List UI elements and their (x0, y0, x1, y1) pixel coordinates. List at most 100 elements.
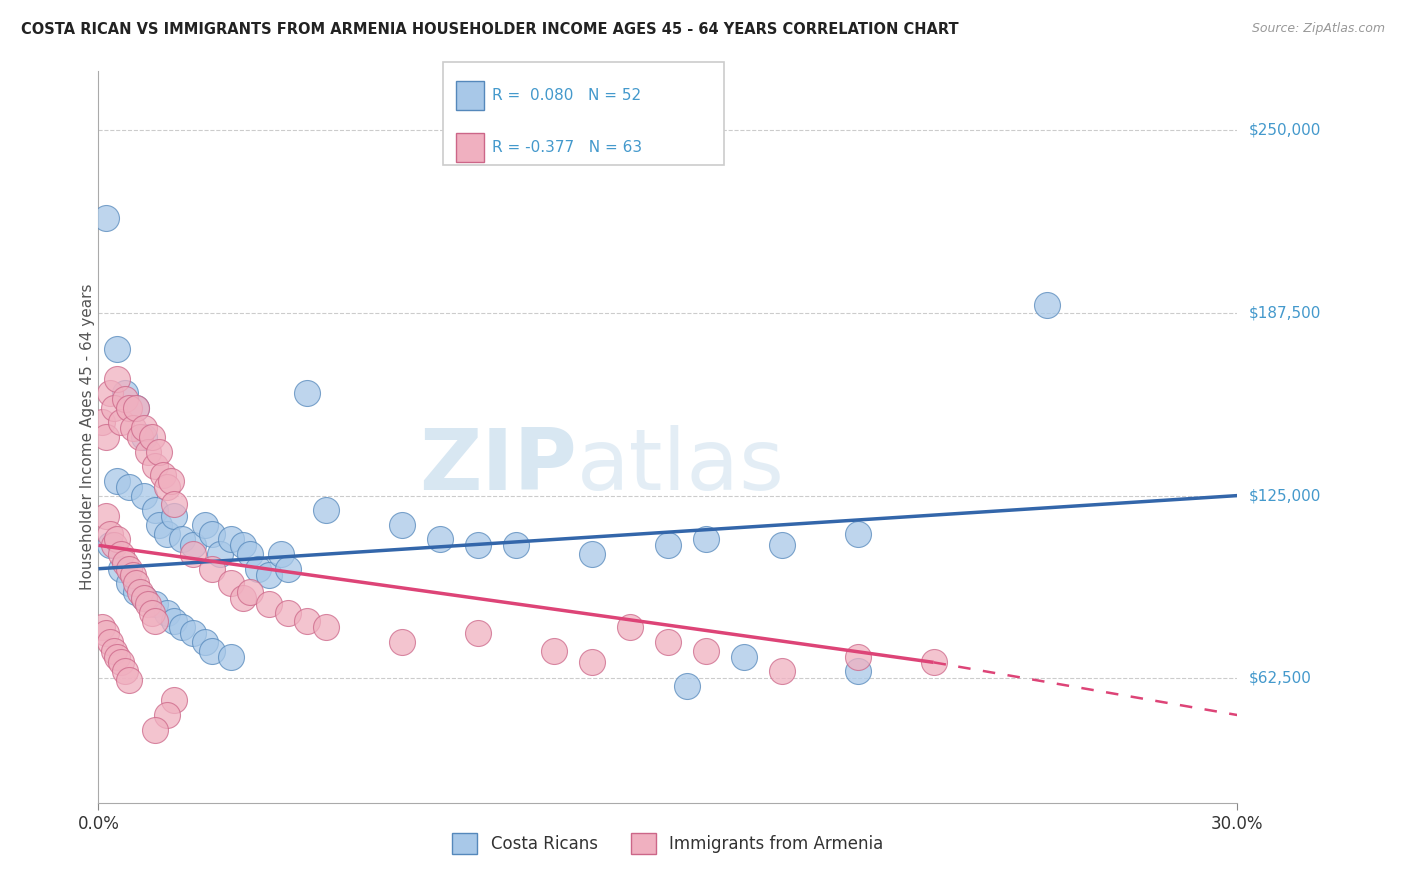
Point (94, 509, 117, 524)
Point (121, 421, 143, 435)
Point (132, 591, 155, 605)
Point (1036, 298, 1059, 312)
Text: R =  0.080   N = 52: R = 0.080 N = 52 (492, 88, 641, 103)
Point (846, 649, 869, 664)
Point (315, 503, 337, 517)
Point (98, 526, 121, 541)
Point (118, 673, 141, 687)
Text: $125,000: $125,000 (1249, 488, 1322, 503)
Point (121, 567, 143, 582)
Point (129, 585, 152, 599)
Point (194, 635, 217, 649)
Point (581, 656, 603, 670)
Point (103, 538, 125, 552)
Point (94, 430, 117, 444)
Point (129, 430, 152, 444)
Point (221, 533, 243, 547)
Point (163, 693, 186, 707)
Point (156, 708, 179, 723)
Point (581, 547, 603, 561)
Point (467, 538, 489, 552)
Point (98, 635, 121, 649)
Point (118, 562, 141, 576)
Point (246, 562, 269, 576)
Point (543, 643, 565, 657)
Point (846, 526, 869, 541)
Point (221, 649, 243, 664)
Point (194, 517, 217, 532)
Point (141, 606, 163, 620)
Point (183, 547, 205, 561)
Point (467, 626, 489, 640)
Point (118, 480, 141, 494)
Point (297, 386, 319, 401)
Point (125, 401, 148, 415)
Point (170, 620, 193, 634)
Point (145, 597, 167, 611)
Point (107, 474, 129, 488)
Text: COSTA RICAN VS IMMIGRANTS FROM ARMENIA HOUSEHOLDER INCOME AGES 45 - 64 YEARS COR: COSTA RICAN VS IMMIGRANTS FROM ARMENIA H… (21, 22, 959, 37)
Point (145, 459, 167, 474)
Point (103, 643, 125, 657)
Point (695, 533, 717, 547)
Point (201, 643, 224, 657)
Point (163, 497, 186, 511)
Point (98, 538, 121, 552)
Point (429, 533, 451, 547)
Point (259, 597, 281, 611)
Text: $250,000: $250,000 (1249, 122, 1322, 137)
Point (770, 538, 793, 552)
Point (156, 606, 179, 620)
Point (114, 386, 136, 401)
Point (846, 664, 869, 678)
Point (156, 480, 179, 494)
Point (232, 591, 254, 605)
Point (114, 556, 136, 570)
Point (107, 649, 129, 664)
Text: Source: ZipAtlas.com: Source: ZipAtlas.com (1251, 22, 1385, 36)
Point (91, 416, 114, 430)
Point (619, 620, 641, 634)
Legend: Costa Ricans, Immigrants from Armenia: Costa Ricans, Immigrants from Armenia (446, 827, 890, 860)
Text: $187,500: $187,500 (1249, 305, 1322, 320)
Point (277, 562, 299, 576)
Point (239, 547, 262, 561)
Point (114, 392, 136, 406)
Point (391, 517, 413, 532)
Point (141, 430, 163, 444)
Point (695, 643, 717, 657)
Point (136, 597, 159, 611)
Point (277, 606, 299, 620)
Point (145, 503, 167, 517)
Point (163, 509, 186, 524)
Point (94, 211, 117, 225)
Point (148, 517, 170, 532)
Point (208, 547, 231, 561)
Point (107, 343, 129, 357)
Point (733, 649, 755, 664)
Point (315, 620, 337, 634)
Point (159, 474, 181, 488)
Point (136, 444, 159, 458)
Point (94, 626, 117, 640)
Point (505, 538, 527, 552)
Point (201, 526, 224, 541)
Y-axis label: Householder Income Ages 45 - 64 years: Householder Income Ages 45 - 64 years (80, 284, 94, 591)
Point (657, 538, 679, 552)
Point (125, 401, 148, 415)
Point (118, 401, 141, 415)
Point (156, 526, 179, 541)
Point (297, 615, 319, 629)
Point (183, 538, 205, 552)
Point (183, 626, 205, 640)
Point (132, 421, 155, 435)
Text: ZIP: ZIP (419, 425, 576, 508)
Point (132, 591, 155, 605)
Point (201, 562, 224, 576)
Point (152, 468, 174, 483)
Point (163, 615, 186, 629)
Point (259, 567, 281, 582)
Point (132, 430, 155, 444)
Point (170, 533, 193, 547)
Point (125, 576, 148, 591)
